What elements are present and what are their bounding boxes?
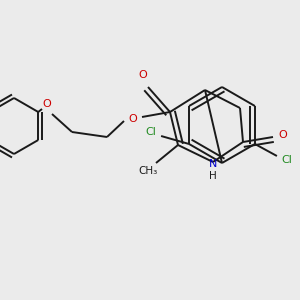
Text: O: O (139, 70, 147, 80)
Text: O: O (129, 114, 137, 124)
Text: H: H (209, 171, 217, 181)
Text: O: O (279, 130, 287, 140)
Text: Cl: Cl (281, 155, 292, 165)
Text: O: O (43, 99, 51, 109)
Text: CH₃: CH₃ (138, 166, 158, 176)
Text: Cl: Cl (146, 127, 157, 137)
Text: N: N (209, 159, 217, 169)
